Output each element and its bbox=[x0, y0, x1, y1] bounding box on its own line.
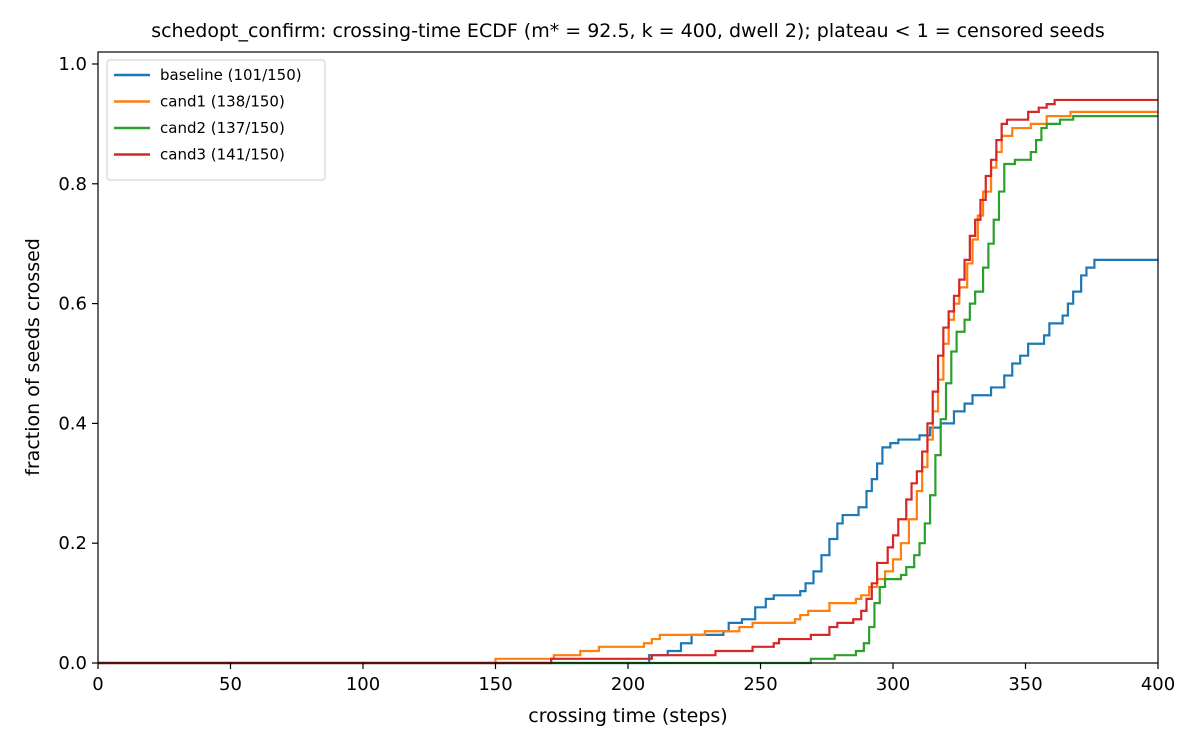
x-tick-label: 300 bbox=[876, 674, 910, 695]
legend-label-2: cand1 (138/150) bbox=[160, 93, 285, 111]
legend-label-4: cand3 (141/150) bbox=[160, 146, 285, 164]
y-tick-label: 1.0 bbox=[58, 54, 87, 75]
y-tick-label: 0.0 bbox=[58, 653, 87, 674]
legend: baseline (101/150) cand1 (138/150) cand2 (… bbox=[106, 59, 326, 181]
y-axis-label: fraction of seeds crossed bbox=[22, 238, 44, 476]
x-tick-label: 0 bbox=[92, 674, 103, 695]
x-axis-label: crossing time (steps) bbox=[528, 705, 727, 727]
x-tick-label: 400 bbox=[1141, 674, 1175, 695]
x-tick-label: 50 bbox=[219, 674, 242, 695]
series-lines bbox=[98, 98, 1158, 665]
series-line-4 bbox=[98, 98, 1158, 665]
x-tick-label: 100 bbox=[346, 674, 380, 695]
legend-label-1: baseline (101/150) bbox=[160, 66, 302, 84]
legend-label-3: cand2 (137/150) bbox=[160, 119, 285, 137]
axis-ticks: 0 50 100 150 200 250 300 350 400 0.0 0.2 0.4 0.6 0.8 1… bbox=[58, 54, 1175, 695]
y-tick-label: 0.4 bbox=[58, 413, 87, 434]
x-tick-label: 150 bbox=[478, 674, 512, 695]
y-tick-label: 0.2 bbox=[58, 533, 87, 554]
series-line-2 bbox=[98, 110, 1158, 665]
series-line-1 bbox=[98, 258, 1158, 665]
series-line-3 bbox=[98, 115, 1158, 665]
x-tick-label: 200 bbox=[611, 674, 645, 695]
legend-box bbox=[106, 59, 326, 181]
y-tick-label: 0.6 bbox=[58, 294, 87, 315]
x-tick-label: 250 bbox=[743, 674, 777, 695]
x-tick-label: 350 bbox=[1008, 674, 1042, 695]
y-tick-label: 0.8 bbox=[58, 174, 87, 195]
chart-title: schedopt_confirm: crossing-time ECDF (m*… bbox=[151, 20, 1105, 42]
